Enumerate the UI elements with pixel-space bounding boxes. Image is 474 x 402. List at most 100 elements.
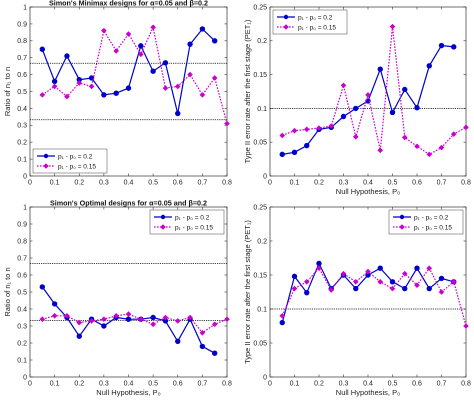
data-point-circle bbox=[389, 279, 396, 285]
data-point-circle bbox=[438, 275, 445, 282]
data-point-diamond bbox=[150, 24, 156, 31]
y-tick-label: 0 bbox=[263, 173, 267, 180]
legend-label: p₁ - p₀ = 0.2 bbox=[58, 153, 93, 160]
data-point-circle bbox=[113, 90, 119, 96]
legend-marker-circle bbox=[399, 214, 405, 220]
data-point-circle bbox=[199, 343, 206, 350]
data-point-circle bbox=[451, 44, 457, 50]
data-point-diamond bbox=[51, 313, 58, 319]
x-tick-label: 0.4 bbox=[124, 180, 134, 187]
data-point-diamond bbox=[426, 265, 433, 271]
x-axis-label: Null Hypothesis, P₀ bbox=[336, 388, 400, 397]
x-tick-label: 0.2 bbox=[314, 180, 324, 187]
x-tick-label: 0.8 bbox=[222, 381, 232, 388]
data-point-circle bbox=[51, 301, 58, 307]
data-point-diamond bbox=[187, 314, 193, 321]
y-tick-label: 0.15 bbox=[253, 272, 267, 279]
y-tick-label: 1 bbox=[23, 4, 27, 11]
data-point-diamond bbox=[39, 92, 46, 98]
data-point-circle bbox=[438, 42, 445, 49]
y-tick-label: 0.3 bbox=[17, 323, 27, 330]
data-point-diamond bbox=[88, 83, 95, 90]
legend-marker-diamond bbox=[160, 224, 166, 230]
data-point-circle bbox=[353, 105, 359, 112]
y-tick-label: 0.25 bbox=[253, 4, 267, 11]
data-point-circle bbox=[51, 78, 58, 85]
data-point-diamond bbox=[463, 124, 469, 131]
data-point-diamond bbox=[39, 316, 46, 322]
data-point-circle bbox=[377, 66, 383, 72]
legend-label: p₁ - p₀ = 0.15 bbox=[414, 224, 452, 231]
y-axis-label: Type II error rate after the first stage… bbox=[243, 220, 252, 364]
x-axis-label: Null Hypothesis, P₀ bbox=[336, 187, 400, 196]
data-point-circle bbox=[414, 265, 420, 271]
x-tick-label: 0 bbox=[268, 381, 272, 388]
data-point-diamond bbox=[113, 48, 119, 54]
x-tick-label: 0.1 bbox=[290, 381, 300, 388]
x-tick-label: 0.3 bbox=[339, 180, 349, 187]
data-point-diamond bbox=[138, 51, 144, 58]
y-tick-label: 0.9 bbox=[17, 21, 27, 28]
data-point-diamond bbox=[51, 83, 58, 90]
y-tick-label: 0.4 bbox=[17, 106, 27, 113]
x-tick-label: 0.1 bbox=[290, 180, 300, 187]
y-tick-label: 0.9 bbox=[17, 221, 27, 228]
y-tick-label: 0.2 bbox=[17, 340, 27, 347]
data-point-circle bbox=[138, 43, 144, 49]
x-tick-label: 0.6 bbox=[173, 180, 183, 187]
x-tick-label: 0.3 bbox=[339, 381, 349, 388]
data-point-diamond bbox=[125, 311, 132, 317]
x-tick-label: 0.7 bbox=[198, 381, 208, 388]
legend: p₁ - p₀ = 0.2 p₁ - p₀ = 0.15 bbox=[388, 209, 464, 235]
legend-label: p₁ - p₀ = 0.2 bbox=[414, 214, 449, 221]
x-tick-label: 0.2 bbox=[74, 180, 84, 187]
data-point-circle bbox=[211, 38, 218, 44]
data-point-diamond bbox=[438, 289, 445, 295]
data-point-diamond bbox=[328, 123, 335, 129]
x-tick-label: 0 bbox=[28, 381, 32, 388]
y-tick-label: 0.5 bbox=[17, 89, 27, 96]
data-point-diamond bbox=[174, 318, 181, 324]
legend-box bbox=[272, 9, 348, 35]
x-tick-label: 0.8 bbox=[461, 381, 471, 388]
legend-box bbox=[388, 209, 464, 235]
x-tick-label: 0.3 bbox=[99, 381, 109, 388]
y-tick-label: 0 bbox=[263, 374, 267, 381]
data-point-diamond bbox=[64, 93, 70, 100]
data-point-diamond bbox=[64, 313, 70, 319]
data-point-diamond bbox=[401, 270, 408, 277]
data-point-circle bbox=[414, 105, 420, 111]
data-point-diamond bbox=[426, 151, 433, 158]
y-tick-label: 0.2 bbox=[257, 238, 267, 245]
x-tick-label: 0 bbox=[268, 180, 272, 187]
data-point-diamond bbox=[101, 316, 107, 322]
y-tick-label: 0.3 bbox=[17, 123, 27, 130]
data-point-diamond bbox=[113, 313, 119, 319]
series-line-2 bbox=[282, 26, 467, 156]
legend-marker-diamond bbox=[399, 224, 405, 230]
data-point-circle bbox=[426, 63, 432, 69]
legend: p₁ - p₀ = 0.2 p₁ - p₀ = 0.15 bbox=[272, 9, 348, 35]
x-tick-label: 0.4 bbox=[124, 381, 134, 388]
y-tick-label: 0.2 bbox=[257, 38, 267, 45]
data-point-circle bbox=[150, 314, 156, 321]
data-point-diamond bbox=[199, 92, 206, 98]
legend-box bbox=[32, 148, 108, 174]
y-tick-label: 0 bbox=[23, 374, 27, 381]
x-tick-label: 0.7 bbox=[437, 381, 447, 388]
data-point-circle bbox=[101, 323, 107, 329]
data-point-circle bbox=[279, 319, 285, 326]
y-tick-label: 0.1 bbox=[257, 106, 267, 113]
x-tick-label: 0 bbox=[28, 180, 32, 187]
x-tick-label: 0.5 bbox=[148, 180, 158, 187]
x-axis-label: Null Hypothesis, P₀ bbox=[96, 388, 160, 397]
data-point-circle bbox=[353, 285, 359, 292]
x-tick-label: 0.8 bbox=[222, 180, 232, 187]
data-point-diamond bbox=[150, 321, 156, 328]
data-point-diamond bbox=[377, 279, 384, 285]
legend-label: p₁ - p₀ = 0.15 bbox=[58, 163, 96, 170]
y-axis-label: Ratio of n₁ to n bbox=[3, 267, 12, 316]
y-tick-label: 0 bbox=[23, 173, 27, 180]
data-point-diamond bbox=[352, 279, 359, 285]
x-tick-label: 0.7 bbox=[198, 180, 208, 187]
